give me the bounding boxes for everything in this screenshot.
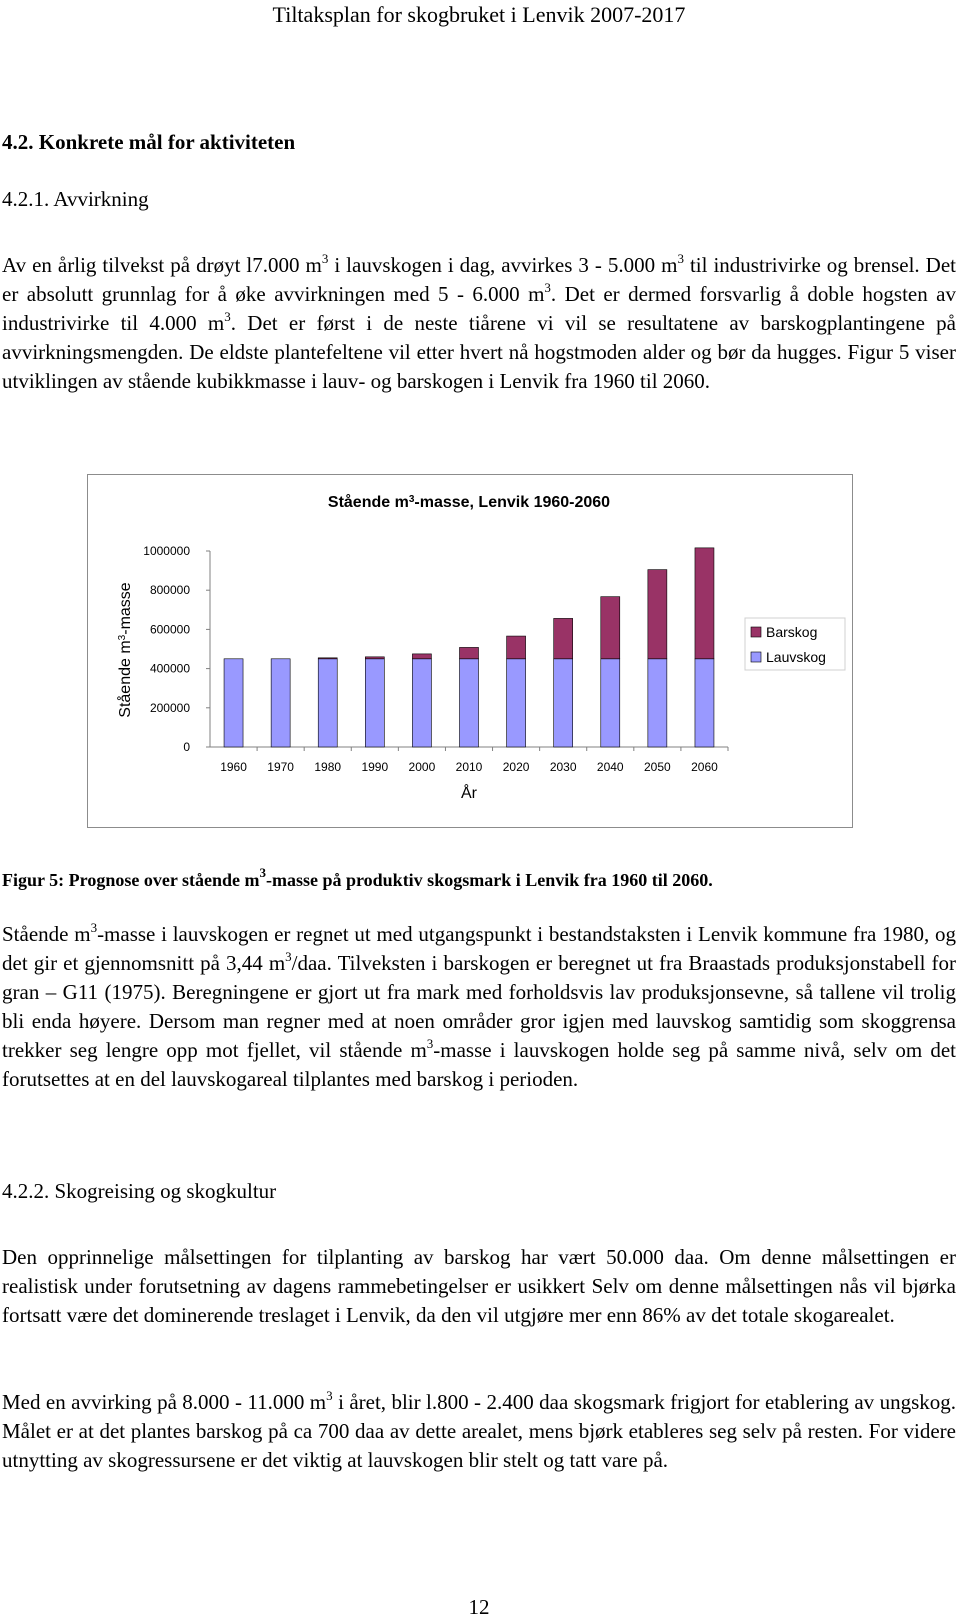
superscript: 3 bbox=[544, 280, 551, 295]
superscript: 3 bbox=[285, 949, 292, 964]
bar-segment bbox=[600, 658, 621, 748]
x-tick-label: 2010 bbox=[456, 760, 483, 774]
x-tick-label: 1970 bbox=[267, 760, 294, 774]
text-run: -masse, Lenvik 1960-2060 bbox=[414, 494, 610, 511]
paragraph: Av en årlig tilvekst på drøyt l7.000 m3 … bbox=[2, 251, 956, 396]
paragraph: Med en avvirking på 8.000 - 11.000 m3 i … bbox=[2, 1388, 956, 1475]
bar-segment bbox=[647, 569, 668, 660]
text-run: -masse på produktiv skogsmark i Lenvik f… bbox=[265, 870, 713, 890]
bar-segment bbox=[459, 658, 479, 748]
y-tick-label: 0 bbox=[183, 740, 190, 754]
x-tick-label: 2000 bbox=[409, 760, 436, 774]
text-run: /daa. Tilveksten i barskogen er beregnet… bbox=[2, 951, 956, 1062]
superscript: 3 bbox=[321, 251, 329, 266]
legend-label: Barskog bbox=[766, 624, 817, 640]
text-run: Stående m bbox=[116, 640, 134, 717]
text-run: Med en avvirking på 8.000 - 11.000 m bbox=[2, 1390, 327, 1414]
text-run: Den opprinnelige målsettingen for tilpla… bbox=[2, 1245, 956, 1327]
text-run: -masse i lauvskogen er regnet ut med utg… bbox=[2, 922, 957, 975]
subheading: 4.2.1. Avvirkning bbox=[2, 187, 149, 211]
x-tick-label: 2020 bbox=[503, 760, 530, 774]
text-run: i året, blir l.800 - 2.400 daa skogsmark… bbox=[2, 1390, 956, 1472]
text-run: til industrivirke og brensel. Det er abs… bbox=[2, 253, 956, 306]
x-axis-label: År bbox=[461, 783, 478, 802]
bar-segment bbox=[694, 658, 715, 748]
subheading: 4.2.2. Skogreising og skogkultur bbox=[2, 1179, 277, 1203]
text-run: Stående m bbox=[328, 493, 409, 511]
text-run: . Det er først i de neste tiårene vi vil… bbox=[2, 311, 956, 393]
text-run: -masse i lauvskogen holde seg på samme n… bbox=[2, 1038, 956, 1091]
x-tick-label: 1990 bbox=[361, 760, 388, 774]
x-tick-label: 2050 bbox=[644, 760, 671, 774]
text-run: . Det er dermed forsvarlig å doble hogst… bbox=[2, 282, 957, 335]
x-tick-label: 2060 bbox=[691, 760, 718, 774]
x-tick-label: 1960 bbox=[220, 760, 247, 774]
superscript: 3 bbox=[426, 1036, 434, 1051]
page-header: Tiltaksplan for skogbruket i Lenvik 2007… bbox=[272, 2, 686, 27]
bar-segment bbox=[506, 658, 526, 748]
superscript: 3 bbox=[117, 634, 128, 640]
superscript: 3 bbox=[259, 865, 266, 880]
x-tick-label: 2030 bbox=[550, 760, 577, 774]
paragraph: Stående m3-masse i lauvskogen er regnet … bbox=[2, 920, 956, 1094]
text-run: i lauvskogen i dag, avvirkes 3 - 5.000 m bbox=[328, 253, 678, 277]
y-tick-label: 200000 bbox=[150, 701, 190, 715]
superscript: 3 bbox=[90, 920, 98, 935]
text-run: Av en årlig tilvekst på drøyt l7.000 m bbox=[2, 253, 322, 277]
bar-segment bbox=[553, 618, 573, 660]
y-tick-label: 1000000 bbox=[143, 544, 190, 558]
text-run: -masse bbox=[117, 582, 134, 635]
bar-segment bbox=[412, 658, 432, 748]
bar-segment bbox=[694, 547, 715, 660]
paragraph: Den opprinnelige målsettingen for tilpla… bbox=[2, 1243, 956, 1330]
chart: Stående m3-masse, Lenvik 1960-2060Ståend… bbox=[116, 493, 846, 802]
bar-segment bbox=[647, 658, 668, 748]
figure-caption: Figur 5: Prognose over stående m3-masse … bbox=[2, 866, 956, 895]
superscript: 3 bbox=[409, 494, 415, 505]
bar-segment bbox=[365, 656, 385, 660]
superscript: 3 bbox=[326, 1388, 333, 1403]
legend-label: Lauvskog bbox=[766, 649, 826, 665]
bar-segment bbox=[270, 658, 291, 748]
bar-segment bbox=[600, 596, 621, 660]
bar-segment bbox=[317, 658, 338, 748]
text-run: Stående m bbox=[2, 922, 91, 946]
legend-box bbox=[744, 617, 846, 671]
heading: 4.2. Konkrete mål for aktiviteten bbox=[2, 130, 296, 154]
legend-swatch bbox=[750, 651, 762, 663]
bar-segment bbox=[553, 658, 573, 748]
bar-segment bbox=[365, 658, 385, 748]
superscript: 3 bbox=[677, 251, 684, 266]
page-number: 12 bbox=[468, 1595, 490, 1619]
y-tick-label: 600000 bbox=[150, 622, 190, 636]
y-tick-label: 800000 bbox=[150, 583, 190, 597]
bar-segment bbox=[223, 658, 244, 748]
bar-segment bbox=[459, 647, 479, 660]
bar-segment bbox=[412, 653, 432, 660]
y-axis-label: Stående m3-masse bbox=[116, 582, 134, 718]
y-tick-label: 400000 bbox=[150, 662, 190, 676]
text-run: Figur 5: Prognose over stående m bbox=[2, 870, 260, 890]
bar-segment bbox=[506, 635, 526, 660]
superscript: 3 bbox=[224, 309, 231, 324]
figure: Stående m3-masse, Lenvik 1960-2060 Ståend… bbox=[87, 474, 853, 828]
chart-title: Stående m3-masse, Lenvik 1960-2060 bbox=[328, 493, 610, 511]
legend-swatch bbox=[750, 626, 762, 638]
x-tick-label: 2040 bbox=[597, 760, 624, 774]
x-tick-label: 1980 bbox=[314, 760, 341, 774]
bar-segment bbox=[317, 657, 338, 660]
